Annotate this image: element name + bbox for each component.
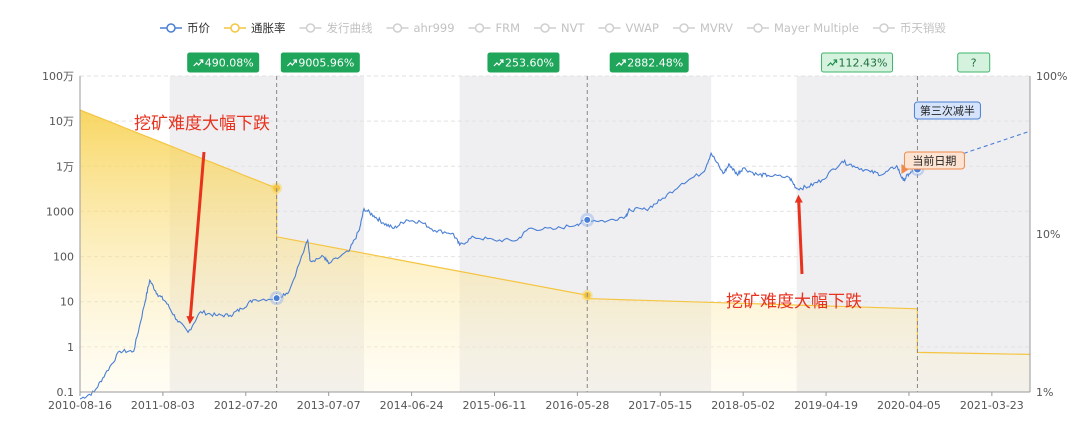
y-left-tick-label: 100 xyxy=(53,251,74,264)
shaded-period xyxy=(917,76,1030,392)
gain-badge xyxy=(487,52,560,73)
trend-up-icon xyxy=(827,59,838,67)
legend-item-label[interactable]: VWAP xyxy=(626,21,659,35)
y-left-tick-label: 10万 xyxy=(49,115,74,128)
y-left-tick-label: 1 xyxy=(67,341,74,354)
x-tick-label: 2018-05-02 xyxy=(711,399,775,412)
trend-up-icon xyxy=(615,59,626,67)
x-tick-label: 2020-04-05 xyxy=(877,399,941,412)
y-left-tick-label: 0.1 xyxy=(57,386,75,399)
y-left-tick-label: 1万 xyxy=(56,160,74,173)
inflation-line xyxy=(79,109,1031,355)
x-tick-label: 2011-08-03 xyxy=(131,399,195,412)
annotation-text: 挖矿难度大幅下跌 xyxy=(134,114,270,134)
legend-item-label[interactable]: FRM xyxy=(496,21,521,35)
annotation-arrow xyxy=(186,151,206,325)
trend-up-icon xyxy=(193,59,204,67)
trend-up-icon xyxy=(286,59,297,67)
price-halving-marker xyxy=(583,215,592,224)
legend: 币价 通胀率 发行曲线 ahr999 FRM NVT VWAP MVRV Mayer Multi… xyxy=(160,21,946,35)
legend-item-label[interactable]: 通胀率 xyxy=(251,21,286,35)
x-tick-label: 2019-04-19 xyxy=(794,399,858,412)
legend-marker-icon[interactable] xyxy=(305,23,316,33)
legend-marker-icon[interactable] xyxy=(679,23,689,33)
x-tick-label: 2021-03-23 xyxy=(960,399,1024,412)
legend-marker-icon[interactable] xyxy=(753,23,763,33)
x-tick-label: 2012-07-20 xyxy=(214,399,278,412)
annotation-arrow xyxy=(794,194,804,275)
y-left-tick-label: 10 xyxy=(60,296,74,309)
gain-badge xyxy=(609,52,689,73)
x-tick-label: 2016-05-28 xyxy=(545,399,609,412)
y-right-tick-label: 100% xyxy=(1036,70,1067,83)
gain-badge xyxy=(957,52,991,73)
legend-item-label[interactable]: 发行曲线 xyxy=(327,21,373,35)
legend-marker-icon[interactable] xyxy=(879,23,889,33)
x-tick-label: 2015-06-11 xyxy=(463,399,527,412)
legend-item-label[interactable]: Mayer Multiple xyxy=(774,21,859,35)
gain-badge-label: 2882.48% xyxy=(627,57,683,70)
third-halving-tag-label: 第三次减半 xyxy=(920,104,975,118)
x-tick-label: 2010-08-16 xyxy=(48,399,112,412)
legend-item-label[interactable]: MVRV xyxy=(700,21,733,35)
halving-lines xyxy=(276,76,918,392)
price-forecast-line xyxy=(917,130,1031,170)
inflation-area xyxy=(80,109,1030,393)
price-halving-marker xyxy=(272,294,281,303)
legend-marker-icon[interactable] xyxy=(474,23,485,33)
x-tick-label: 2013-07-07 xyxy=(297,399,361,412)
gain-badge-label: 490.08% xyxy=(205,57,254,70)
axes: 0.1 1 10 100 1000 1万 10万 100万 1% 10% 100% 2010-08-1… xyxy=(42,70,1067,412)
gain-badge-label: 9005.96% xyxy=(298,57,354,70)
y-right-tick-label: 1% xyxy=(1036,386,1053,399)
y-left-tick-label: 1000 xyxy=(46,205,74,218)
current-date-tag xyxy=(903,151,965,170)
gain-badge xyxy=(187,52,260,73)
gain-badge xyxy=(280,52,360,73)
legend-marker-icon[interactable] xyxy=(230,23,240,33)
gain-badge-label: ? xyxy=(971,57,977,70)
inflation-series xyxy=(79,109,1031,393)
current-date-tag-label: 当前日期 xyxy=(912,154,956,168)
x-tick-label: 2017-05-15 xyxy=(628,399,692,412)
legend-marker-icon[interactable] xyxy=(540,23,550,33)
legend-item-label[interactable]: 币价 xyxy=(187,21,210,35)
legend-marker-icon[interactable] xyxy=(392,23,403,33)
gain-badge xyxy=(821,52,894,73)
legend-marker-icon[interactable] xyxy=(166,23,176,33)
annotation-text: 挖矿难度大幅下跌 xyxy=(726,292,862,312)
period-badges: 490.08% 9005.96% 253.60% 2882.48% 112.43%? xyxy=(187,52,991,73)
legend-item-label[interactable]: 币天销毁 xyxy=(900,21,946,35)
legend-item-label[interactable]: ahr999 xyxy=(414,21,455,35)
price-line xyxy=(79,151,918,400)
trend-up-icon xyxy=(493,59,504,67)
legend-marker-icon[interactable] xyxy=(604,23,615,33)
y-right-tick-label: 10% xyxy=(1036,228,1060,241)
gain-badge-label: 112.43% xyxy=(839,57,888,70)
gain-badge-label: 253.60% xyxy=(505,57,554,70)
third-halving-tag xyxy=(913,101,981,120)
legend-item-label[interactable]: NVT xyxy=(561,21,585,35)
y-left-tick-label: 100万 xyxy=(42,70,74,83)
x-tick-label: 2014-06-24 xyxy=(380,399,444,412)
